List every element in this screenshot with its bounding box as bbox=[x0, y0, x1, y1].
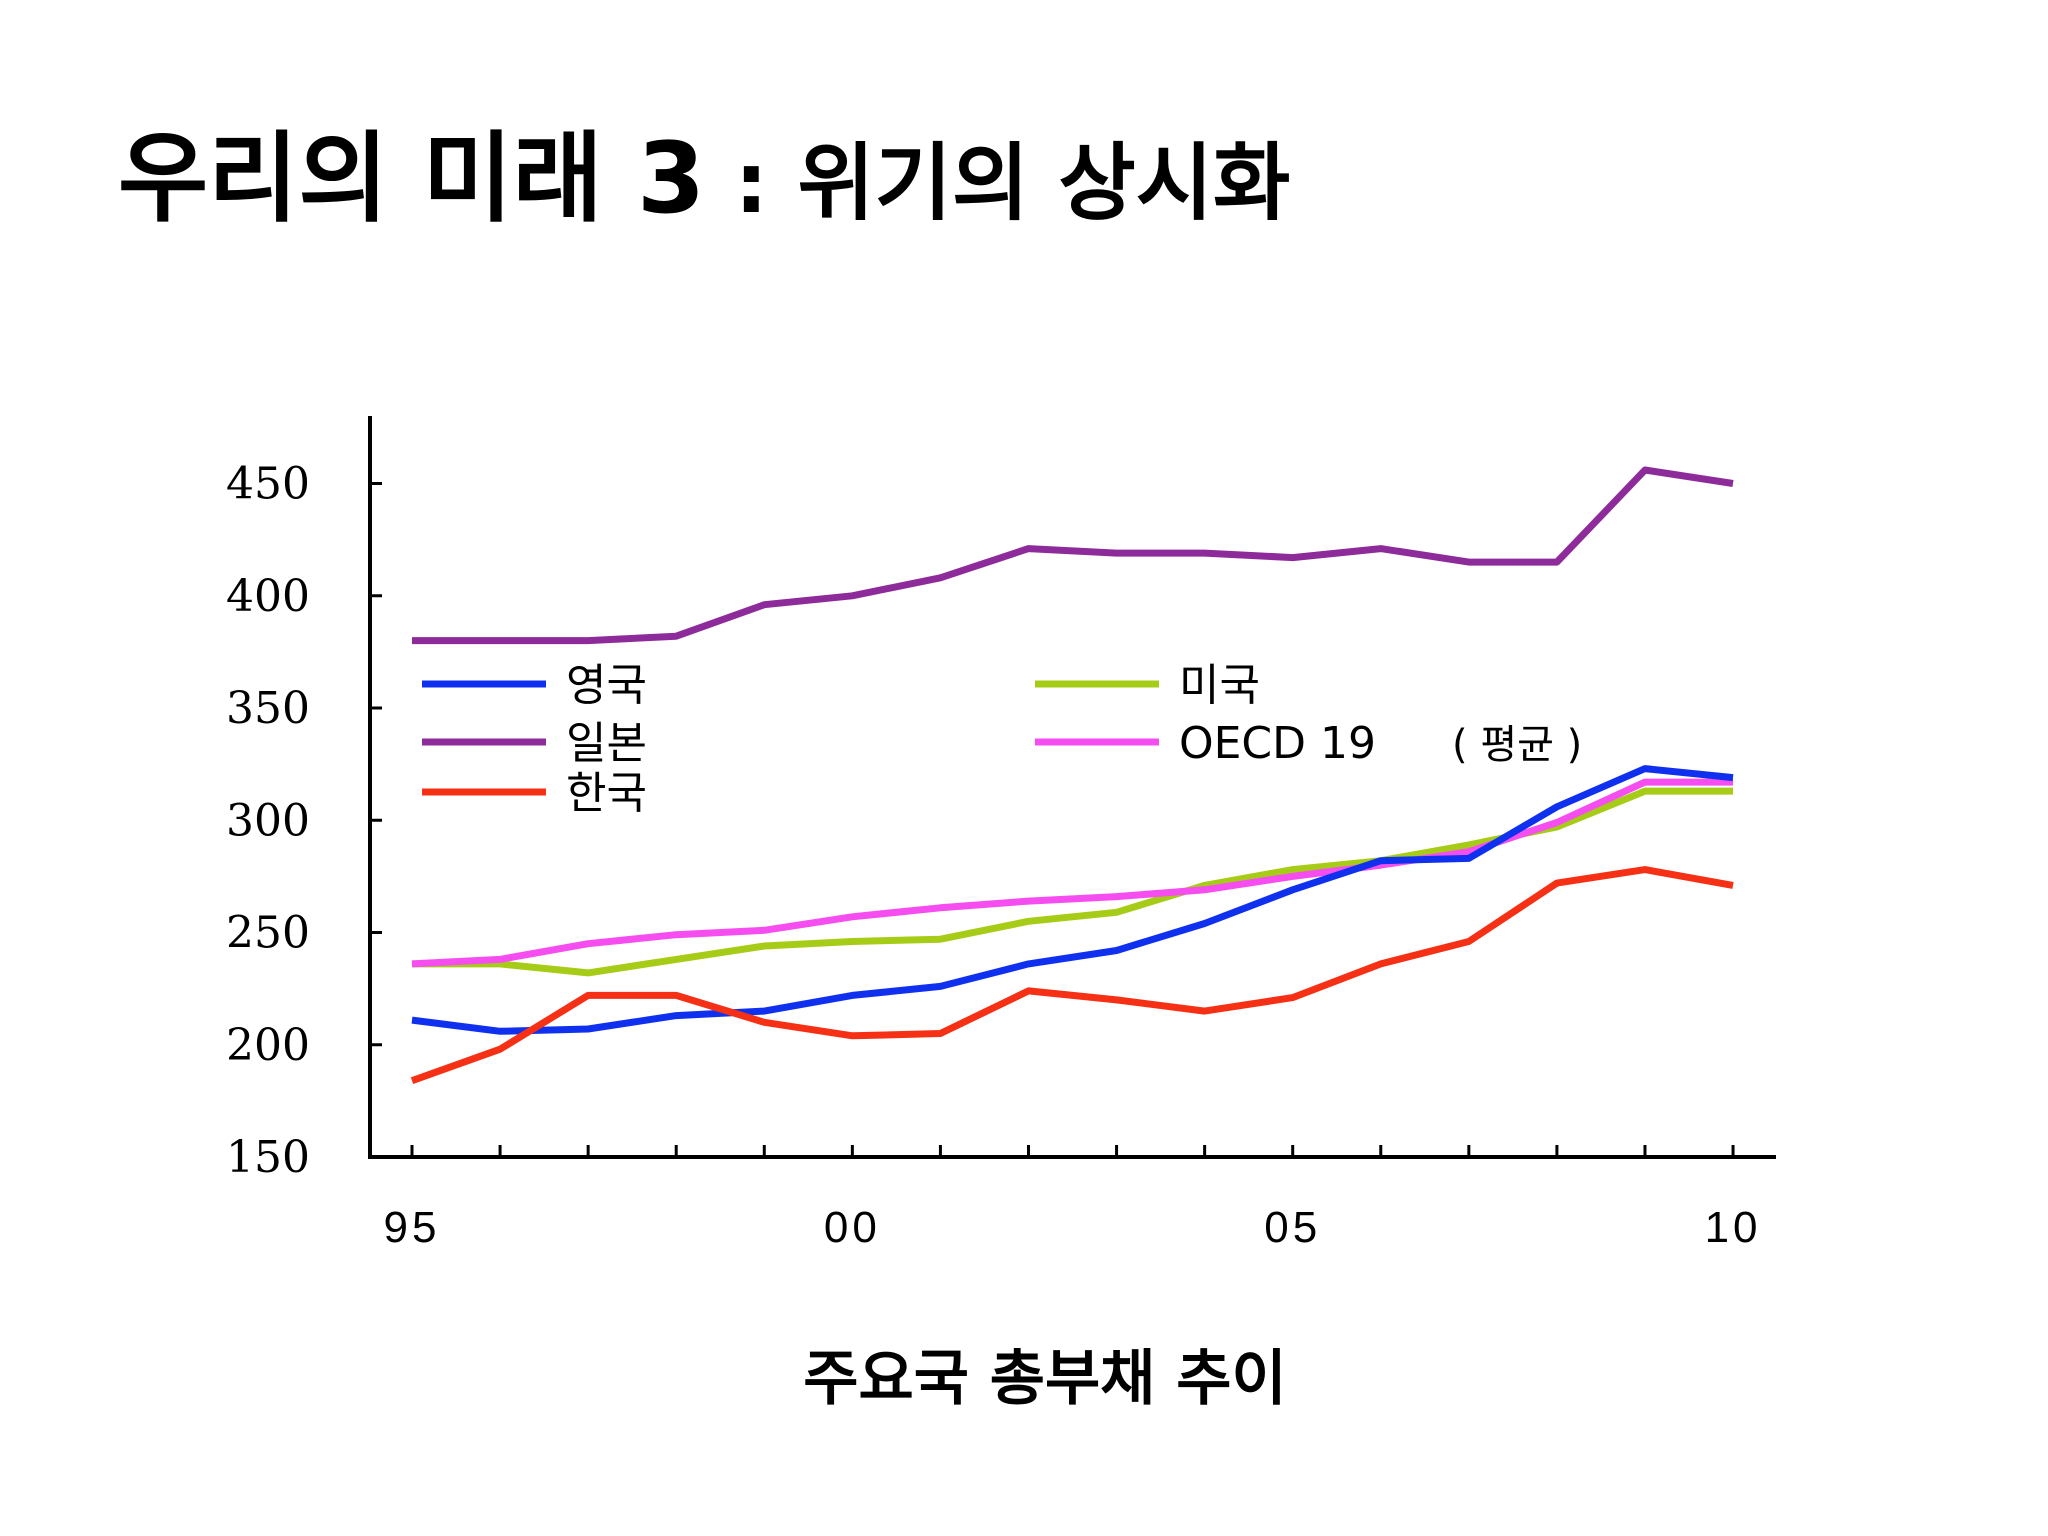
y-axis-ticks: 150 200 250 300 350 400 450 bbox=[226, 459, 382, 1183]
x-axis-ticks: 95 00 05 10 bbox=[384, 1145, 1762, 1252]
slide-title: 우리의 미래 3 : 위기의 상시화 bbox=[118, 130, 1290, 228]
series-line bbox=[410, 866, 1734, 1084]
chart-caption: 주요국 총부채 추이 bbox=[803, 1344, 1287, 1414]
legend-label: 한국 bbox=[566, 768, 647, 819]
series-line bbox=[411, 765, 1734, 1035]
y-tick-label: 300 bbox=[226, 795, 310, 846]
x-tick-label: 95 bbox=[384, 1203, 441, 1252]
title-main: 우리의 미래 3 bbox=[118, 122, 706, 236]
y-tick-label: 400 bbox=[226, 571, 310, 622]
legend-label: 영국 bbox=[566, 660, 647, 711]
y-tick-label: 150 bbox=[226, 1132, 310, 1183]
series-line bbox=[411, 778, 1733, 968]
y-tick-label: 450 bbox=[226, 459, 310, 510]
title-separator: : bbox=[705, 134, 798, 232]
x-tick-label: 00 bbox=[824, 1203, 881, 1252]
series-lines bbox=[410, 466, 1734, 1084]
y-tick-label: 200 bbox=[226, 1020, 310, 1071]
x-tick-label: 10 bbox=[1705, 1203, 1762, 1252]
y-tick-label: 250 bbox=[226, 908, 310, 959]
y-tick-label: 350 bbox=[226, 683, 310, 734]
x-tick-label: 05 bbox=[1264, 1203, 1321, 1252]
legend-label: OECD 19 bbox=[1179, 718, 1376, 769]
chart-axes bbox=[368, 416, 1776, 1159]
legend-label-suffix: ( 평균 ) bbox=[1452, 722, 1582, 768]
series-line bbox=[412, 466, 1734, 645]
legend-label: 미국 bbox=[1179, 660, 1260, 711]
legend-label: 일본 bbox=[566, 718, 647, 769]
title-sub: 위기의 상시화 bbox=[797, 134, 1291, 232]
